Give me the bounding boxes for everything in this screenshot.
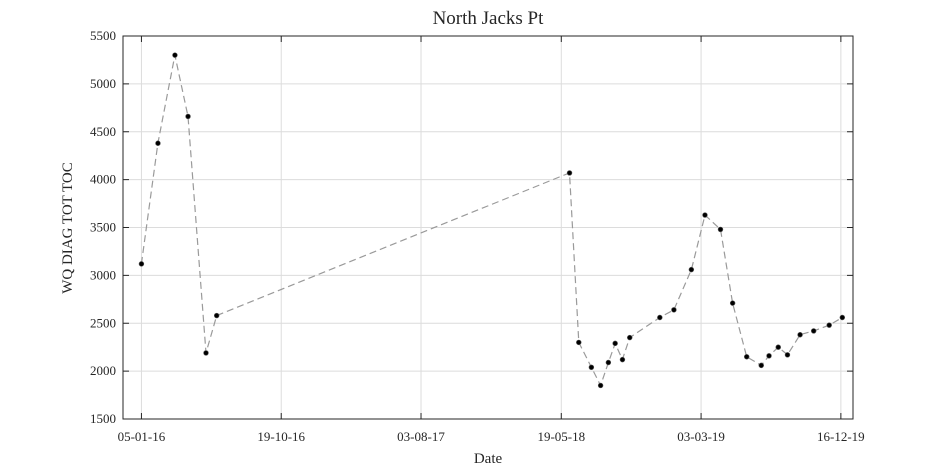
chart-title: North Jacks Pt bbox=[433, 8, 545, 29]
x-tick-label: 16-12-19 bbox=[817, 429, 865, 444]
data-point bbox=[729, 300, 736, 306]
x-tick-label: 05-01-16 bbox=[118, 429, 166, 444]
data-point bbox=[588, 364, 595, 370]
data-point bbox=[566, 170, 573, 176]
grid bbox=[123, 35, 853, 420]
data-point bbox=[619, 356, 626, 363]
data-point bbox=[597, 382, 604, 389]
data-point bbox=[758, 362, 764, 369]
data-point bbox=[810, 328, 817, 334]
data-point bbox=[213, 312, 220, 319]
data-point bbox=[784, 352, 791, 358]
data-point bbox=[576, 339, 582, 346]
data-point bbox=[717, 226, 724, 233]
data-point bbox=[185, 113, 191, 120]
x-tick-label: 03-03-19 bbox=[677, 429, 725, 444]
y-tick-label: 2000 bbox=[90, 363, 116, 378]
y-tick-label: 3500 bbox=[90, 220, 116, 235]
data-point bbox=[657, 314, 663, 321]
data-point bbox=[688, 266, 695, 273]
y-tick-label: 4000 bbox=[90, 172, 116, 187]
x-axis-title: Date bbox=[474, 451, 503, 467]
data-point bbox=[612, 340, 618, 347]
data-point bbox=[605, 359, 612, 366]
axes: 1500 2000 2500 3000 3500 4000 4500 5000 5500 05-0… bbox=[90, 28, 865, 444]
data-point bbox=[671, 307, 677, 313]
data-point bbox=[744, 354, 750, 360]
y-tick-label: 3000 bbox=[90, 267, 116, 282]
x-tick-label: 03-08-17 bbox=[397, 429, 445, 444]
data-point bbox=[138, 261, 145, 267]
y-tick-label: 1500 bbox=[90, 411, 116, 426]
data-point bbox=[172, 52, 178, 58]
y-tick-label: 2500 bbox=[90, 315, 116, 330]
data-point bbox=[627, 334, 633, 341]
data-point bbox=[702, 212, 708, 218]
data-point bbox=[826, 322, 832, 328]
y-axis-title: WQ DIAG TOT TOC bbox=[60, 162, 76, 294]
data-point bbox=[155, 140, 161, 146]
data-point bbox=[797, 332, 803, 338]
series-layer bbox=[138, 52, 846, 389]
series-line bbox=[140, 55, 843, 388]
x-tick-label: 19-05-18 bbox=[537, 429, 585, 444]
data-point bbox=[775, 344, 781, 350]
y-tick-label: 5500 bbox=[90, 28, 116, 43]
data-point bbox=[766, 353, 772, 359]
data-point bbox=[839, 314, 846, 321]
data-point bbox=[203, 350, 209, 356]
y-tick-label: 5000 bbox=[90, 76, 116, 91]
x-tick-label: 19-10-16 bbox=[257, 429, 305, 444]
y-tick-label: 4500 bbox=[90, 124, 116, 139]
